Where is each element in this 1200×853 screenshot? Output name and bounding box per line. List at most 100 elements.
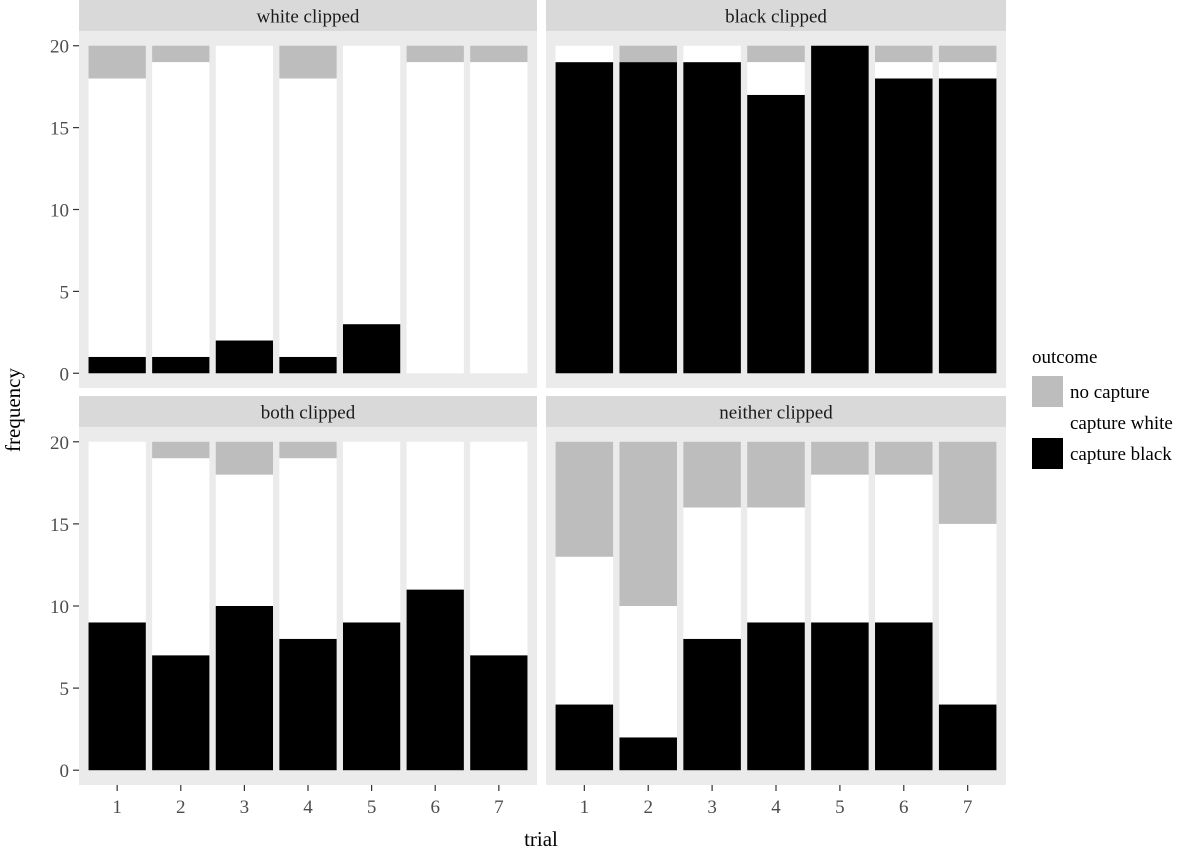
panel-both-clipped: both clipped [79,396,537,785]
bar-neither-clipped-trial-1-no-capture [555,441,614,557]
bar-black-clipped-trial-7-capture-black [938,78,997,374]
bar-white-clipped-trial-6-capture-white [406,62,464,374]
panels-layer: white clipped black clipped both clipped ne… [79,0,1006,785]
bar-neither-clipped-trial-6-no-capture [875,441,933,475]
bar-white-clipped-trial-7-capture-white [470,62,528,374]
y-tick-label: 0 [60,761,70,782]
bar-neither-clipped-trial-7-capture-black [938,704,997,771]
bar-black-clipped-trial-6-capture-black [875,78,933,374]
bar-black-clipped-trial-4-capture-white [747,62,805,95]
legend-key-capture-black [1032,438,1063,469]
legend: outcome no capture capture white capture b… [1032,347,1173,469]
x-axis-title: trial [524,827,558,851]
strip-title-white-clipped: white clipped [257,7,360,28]
bar-white-clipped-trial-1-capture-white [88,78,146,357]
bar-neither-clipped-trial-7-no-capture [938,441,997,524]
bar-both-clipped-trial-6-capture-white [406,441,464,590]
x-tick-label: 5 [367,797,377,818]
bar-white-clipped-trial-7-no-capture [470,45,528,63]
legend-title: outcome [1032,347,1097,368]
panel-black-clipped: black clipped [546,0,1006,388]
bar-white-clipped-trial-2-no-capture [152,45,210,63]
strip-title-neither-clipped: neither clipped [719,403,833,424]
bar-both-clipped-trial-2-no-capture [152,441,210,459]
bar-both-clipped-trial-4-capture-black [279,638,337,771]
bar-black-clipped-trial-1-capture-white [555,45,614,63]
bar-white-clipped-trial-2-capture-black [152,356,210,374]
bar-neither-clipped-trial-3-capture-white [683,507,741,639]
bar-neither-clipped-trial-3-no-capture [683,441,741,508]
bar-both-clipped-trial-1-capture-white [88,441,146,623]
x-tick-label: 6 [430,797,440,818]
bar-neither-clipped-trial-5-capture-black [811,622,869,771]
legend-label-capture-black: capture black [1070,444,1172,465]
y-tick-label: 5 [60,282,70,303]
bar-white-clipped-trial-4-capture-black [279,356,337,374]
bar-white-clipped-trial-3-capture-white [215,45,274,341]
bar-both-clipped-trial-6-capture-black [406,589,464,771]
bar-both-clipped-trial-4-capture-white [279,458,337,639]
bar-both-clipped-trial-5-capture-black [342,622,401,771]
y-tick-label: 0 [60,364,70,385]
bar-both-clipped-trial-7-capture-black [470,655,528,771]
y-axis-title: frequency [1,368,25,452]
bar-neither-clipped-trial-3-capture-black [683,638,741,771]
bar-black-clipped-trial-3-capture-white [683,45,741,63]
x-tick-label: 2 [643,797,653,818]
bar-both-clipped-trial-3-capture-black [215,606,274,771]
bar-black-clipped-trial-5-capture-black [811,45,869,374]
panel-neither-clipped: neither clipped [546,396,1006,785]
x-tick-label: 1 [112,797,122,818]
bar-black-clipped-trial-4-no-capture [747,45,805,63]
bar-neither-clipped-trial-6-capture-black [875,622,933,771]
strip-white-clipped [79,0,537,31]
bar-both-clipped-trial-2-capture-white [152,458,210,656]
bar-both-clipped-trial-4-no-capture [279,441,337,459]
bar-both-clipped-trial-7-capture-white [470,441,528,656]
bar-black-clipped-trial-2-no-capture [619,45,677,63]
y-tick-label: 15 [50,119,69,140]
y-tick-label: 20 [50,37,69,58]
legend-label-capture-white: capture white [1070,413,1173,434]
x-tick-label: 7 [494,797,504,818]
bar-neither-clipped-trial-4-capture-black [747,622,805,771]
bar-black-clipped-trial-4-capture-black [747,94,805,374]
strip-title-black-clipped: black clipped [725,7,827,28]
bar-neither-clipped-trial-2-capture-white [619,606,677,738]
legend-label-no-capture: no capture [1070,382,1150,403]
y-tick-label: 10 [50,201,69,222]
bar-white-clipped-trial-1-capture-black [88,356,146,374]
strip-black-clipped [546,0,1006,31]
bar-white-clipped-trial-4-no-capture [279,45,337,79]
y-tick-label: 20 [50,433,69,454]
bar-black-clipped-trial-6-capture-white [875,62,933,79]
legend-key-capture-white [1032,407,1063,438]
x-tick-label: 5 [835,797,845,818]
bar-white-clipped-trial-1-no-capture [88,45,146,79]
bar-white-clipped-trial-4-capture-white [279,78,337,357]
x-tick-label: 7 [963,797,973,818]
bar-both-clipped-trial-3-capture-white [215,474,274,606]
bar-neither-clipped-trial-2-capture-black [619,737,677,771]
bar-black-clipped-trial-2-capture-black [619,62,677,374]
bar-white-clipped-trial-5-capture-white [342,45,401,325]
bar-neither-clipped-trial-5-capture-white [811,474,869,623]
bar-both-clipped-trial-2-capture-black [152,655,210,771]
bar-white-clipped-trial-6-no-capture [406,45,464,63]
bar-both-clipped-trial-1-capture-black [88,622,146,771]
bar-neither-clipped-trial-4-no-capture [747,441,805,508]
bar-white-clipped-trial-2-capture-white [152,62,210,357]
bar-black-clipped-trial-6-no-capture [875,45,933,63]
y-tick-label: 15 [50,515,69,536]
x-tick-label: 3 [707,797,717,818]
strip-both-clipped [79,396,537,427]
bar-black-clipped-trial-1-capture-black [555,62,614,374]
x-tick-label: 4 [771,797,781,818]
y-tick-label: 10 [50,597,69,618]
x-tick-label: 2 [176,797,186,818]
strip-neither-clipped [546,396,1006,427]
bar-black-clipped-trial-7-capture-white [938,62,997,79]
bar-neither-clipped-trial-6-capture-white [875,474,933,623]
bar-neither-clipped-trial-4-capture-white [747,507,805,623]
